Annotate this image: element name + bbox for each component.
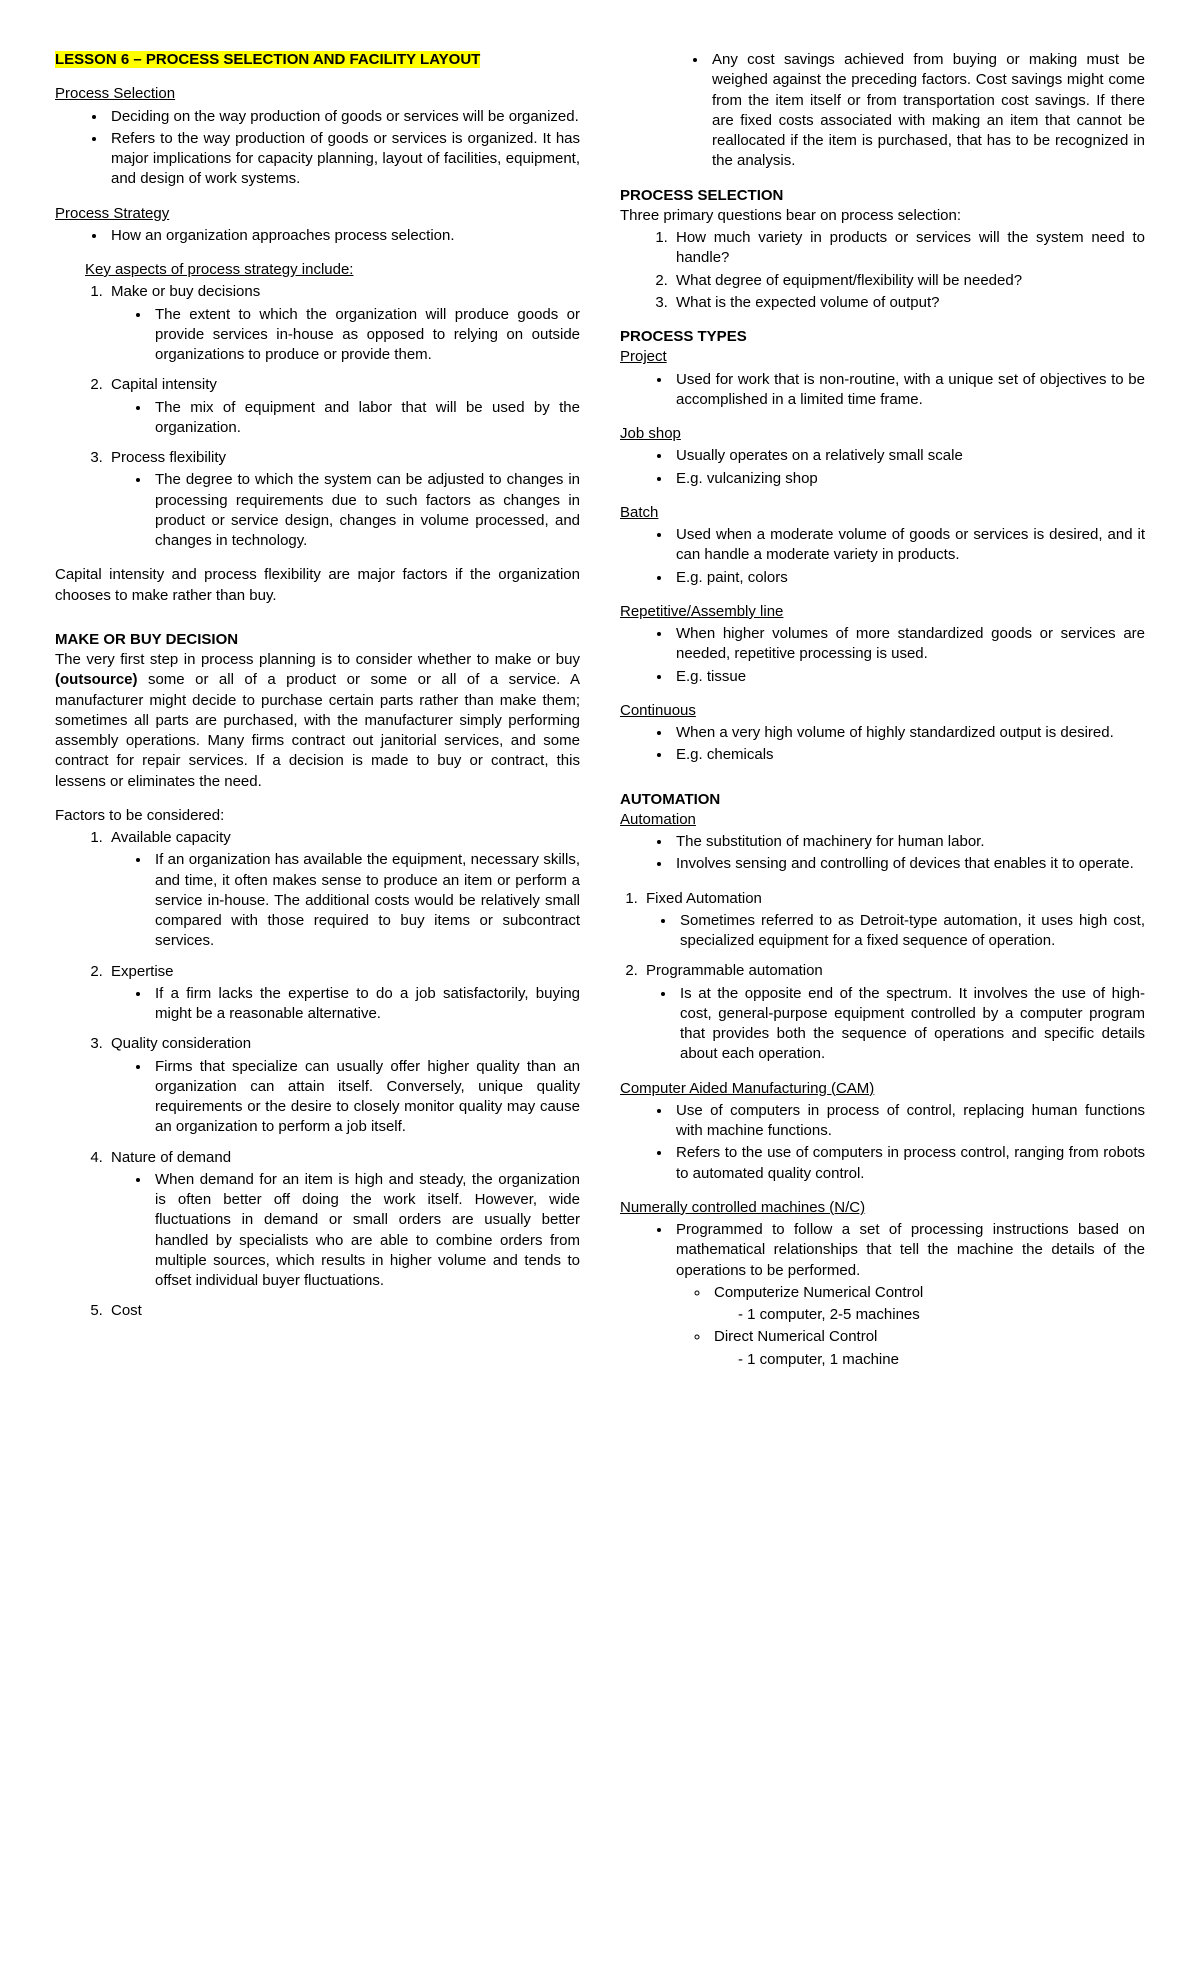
list-item: Expertise If a firm lacks the expertise … — [107, 962, 580, 1025]
dash-item: 1 computer, 2-5 machines — [748, 1305, 1145, 1325]
process-types-section: PROCESS TYPES Project Used for work that… — [620, 327, 1145, 410]
label: Make or buy decisions — [111, 283, 260, 300]
sub-bullet: If an organization has available the equ… — [151, 850, 580, 951]
dash-item: 1 computer, 1 machine — [748, 1350, 1145, 1370]
process-strategy-section: Process Strategy How an organization app… — [55, 204, 580, 247]
cost-continuation: Any cost savings achieved from buying or… — [620, 50, 1145, 172]
heading: Numerally controlled machines (N/C) — [620, 1198, 1145, 1218]
list-item: Available capacity If an organization ha… — [107, 828, 580, 952]
type-name: Continuous — [620, 701, 1145, 721]
type-name: Job shop — [620, 424, 1145, 444]
heading: MAKE OR BUY DECISION — [55, 630, 580, 650]
cam-section: Computer Aided Manufacturing (CAM) Use o… — [620, 1079, 1145, 1184]
list-item: Nature of demand When demand for an item… — [107, 1148, 580, 1292]
title-block: LESSON 6 – PROCESS SELECTION AND FACILIT… — [55, 50, 580, 70]
bullet: Involves sensing and controlling of devi… — [672, 854, 1145, 874]
type-name: Project — [620, 347, 1145, 367]
list-item: How much variety in products or services… — [672, 228, 1145, 269]
continuous-section: Continuous When a very high volume of hi… — [620, 701, 1145, 766]
bullet: E.g. tissue — [672, 667, 1145, 687]
label: Expertise — [111, 963, 174, 980]
sub-bullet: Is at the opposite end of the spectrum. … — [676, 984, 1145, 1065]
bullet-text: Programmed to follow a set of processing… — [676, 1221, 1145, 1279]
list-item: What is the expected volume of output? — [672, 293, 1145, 313]
list-item: What degree of equipment/flexibility wil… — [672, 271, 1145, 291]
batch-section: Batch Used when a moderate volume of goo… — [620, 503, 1145, 588]
heading: Process Strategy — [55, 204, 580, 224]
sub-bullet: If a firm lacks the expertise to do a jo… — [151, 984, 580, 1025]
document-page: LESSON 6 – PROCESS SELECTION AND FACILIT… — [55, 50, 1145, 1370]
bullet: Usually operates on a relatively small s… — [672, 446, 1145, 466]
sub-bullet: When demand for an item is high and stea… — [151, 1170, 580, 1292]
bullet: E.g. paint, colors — [672, 568, 1145, 588]
label: Process flexibility — [111, 449, 226, 466]
list-item: Cost — [107, 1301, 580, 1321]
bullet: How an organization approaches process s… — [107, 226, 580, 246]
job-shop-section: Job shop Usually operates on a relativel… — [620, 424, 1145, 489]
lesson-title: LESSON 6 – PROCESS SELECTION AND FACILIT… — [55, 51, 480, 68]
label: Direct Numerical Control — [714, 1328, 877, 1345]
list-item: Programmable automation Is at the opposi… — [642, 961, 1145, 1064]
nc-section: Numerally controlled machines (N/C) Prog… — [620, 1198, 1145, 1370]
list-item: Process flexibility The degree to which … — [107, 448, 580, 551]
heading: Computer Aided Manufacturing (CAM) — [620, 1079, 1145, 1099]
make-or-buy-section: MAKE OR BUY DECISION The very first step… — [55, 620, 580, 792]
automation-section: AUTOMATION Automation The substitution o… — [620, 780, 1145, 875]
sub-item: Computerize Numerical Control 1 computer… — [710, 1283, 1145, 1326]
note: Capital intensity and process flexibilit… — [55, 565, 580, 606]
bullet: Programmed to follow a set of processing… — [672, 1220, 1145, 1370]
bullet: Used when a moderate volume of goods or … — [672, 525, 1145, 566]
paragraph: The very first step in process planning … — [55, 650, 580, 792]
bullet: E.g. chemicals — [672, 745, 1145, 765]
bullet: Refers to the use of computers in proces… — [672, 1143, 1145, 1184]
factors-section: Factors to be considered: Available capa… — [55, 806, 580, 1322]
label: Available capacity — [111, 829, 231, 846]
bullet: Use of computers in process of control, … — [672, 1101, 1145, 1142]
sub-bullet: The degree to which the system can be ad… — [151, 470, 580, 551]
automation-numbered: Fixed Automation Sometimes referred to a… — [620, 889, 1145, 1065]
bullet: Refers to the way production of goods or… — [107, 129, 580, 190]
label: Fixed Automation — [646, 890, 762, 907]
label: Cost — [111, 1302, 142, 1319]
sub-bullet: The extent to which the organization wil… — [151, 305, 580, 366]
heading: AUTOMATION — [620, 790, 1145, 810]
heading: Key aspects of process strategy include: — [85, 260, 580, 280]
process-selection-section: Process Selection Deciding on the way pr… — [55, 84, 580, 189]
bullet: Deciding on the way production of goods … — [107, 107, 580, 127]
repetitive-section: Repetitive/Assembly line When higher vol… — [620, 602, 1145, 687]
process-selection2-section: PROCESS SELECTION Three primary question… — [620, 186, 1145, 314]
label: Nature of demand — [111, 1149, 231, 1166]
type-name: Repetitive/Assembly line — [620, 602, 1145, 622]
list-item: Capital intensity The mix of equipment a… — [107, 375, 580, 438]
list-item: Fixed Automation Sometimes referred to a… — [642, 889, 1145, 952]
bullet: E.g. vulcanizing shop — [672, 469, 1145, 489]
label: Quality consideration — [111, 1035, 251, 1052]
label: Capital intensity — [111, 376, 217, 393]
list-item: Quality consideration Firms that special… — [107, 1034, 580, 1137]
sub-item: Direct Numerical Control 1 computer, 1 m… — [710, 1327, 1145, 1370]
heading: PROCESS SELECTION — [620, 186, 1145, 206]
bullet: When a very high volume of highly standa… — [672, 723, 1145, 743]
label: Computerize Numerical Control — [714, 1284, 923, 1301]
heading: Process Selection — [55, 84, 580, 104]
bullet: When higher volumes of more standardized… — [672, 624, 1145, 665]
factors-heading: Factors to be considered: — [55, 806, 580, 826]
list-item: Make or buy decisions The extent to whic… — [107, 282, 580, 365]
bullet: Used for work that is non-routine, with … — [672, 370, 1145, 411]
key-aspects-section: Key aspects of process strategy include:… — [55, 260, 580, 551]
sub-bullet: The mix of equipment and labor that will… — [151, 398, 580, 439]
subheading: Automation — [620, 810, 1145, 830]
intro: Three primary questions bear on process … — [620, 206, 1145, 226]
type-name: Batch — [620, 503, 1145, 523]
label: Programmable automation — [646, 962, 823, 979]
sub-bullet: Firms that specialize can usually offer … — [151, 1057, 580, 1138]
sub-bullet: Any cost savings achieved from buying or… — [708, 50, 1145, 172]
sub-bullet: Sometimes referred to as Detroit-type au… — [676, 911, 1145, 952]
heading: PROCESS TYPES — [620, 327, 1145, 347]
bullet: The substitution of machinery for human … — [672, 832, 1145, 852]
